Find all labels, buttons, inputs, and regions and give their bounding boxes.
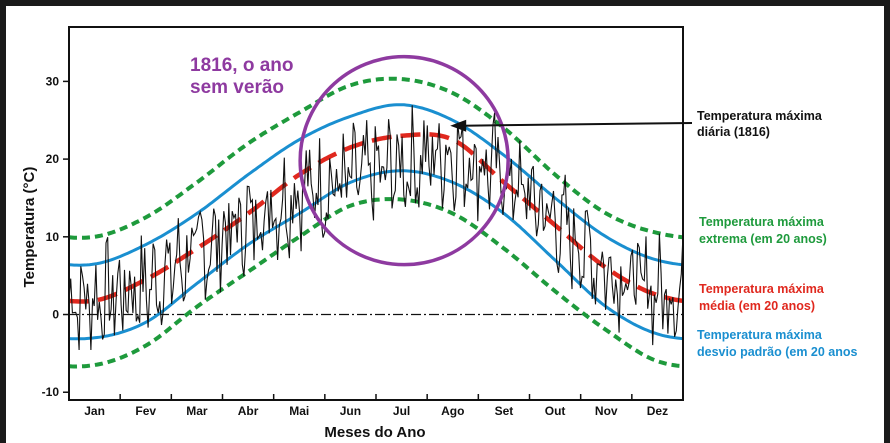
y-tick-label: 10 <box>46 230 60 244</box>
series-std-dev <box>68 103 684 267</box>
x-tick-label: Fev <box>135 404 156 418</box>
y-tick-label: 30 <box>46 74 60 88</box>
x-tick-label: Mar <box>186 404 208 418</box>
x-tick-label: Abr <box>238 404 259 418</box>
chart-title-line2: sem verão <box>190 77 284 98</box>
y-tick-label: 20 <box>46 152 60 166</box>
daily-label-line1: Temperatura máxima <box>697 109 823 123</box>
plot-border <box>68 26 684 401</box>
daily-label-line2: diária (1816) <box>697 125 770 139</box>
x-tick-label: Jul <box>393 404 410 418</box>
daily-arrow-line <box>462 122 693 127</box>
summer-highlight-circle <box>298 54 510 267</box>
series-daily-1816 <box>68 105 684 351</box>
x-tick-label: Dez <box>647 404 668 418</box>
sd-label-line2: desvio padrão (em 20 anos <box>697 345 858 359</box>
x-tick-label: Nov <box>595 404 618 418</box>
axes: -10 0 10 20 30 Jan Fev Mar Abr Mai Jun Jul Ago Set Out… <box>42 26 684 418</box>
mean-label-line1: Temperatura máxima <box>699 282 825 296</box>
series-extreme <box>68 76 684 240</box>
x-axis-title: Meses do Ano <box>324 424 425 441</box>
x-tick-label: Set <box>495 404 514 418</box>
series-mean <box>68 132 684 304</box>
daily-arrow-head <box>450 119 467 132</box>
y-tick-label: -10 <box>42 385 60 399</box>
y-axis-title: Temperatura (°C) <box>21 167 38 288</box>
plot-area <box>68 54 693 369</box>
extreme-label-line2: extrema (em 20 anos) <box>699 232 827 246</box>
x-tick-label: Out <box>545 404 566 418</box>
x-tick-label: Ago <box>441 404 464 418</box>
y-tick-label: 0 <box>52 308 59 322</box>
extreme-label-line1: Temperatura máxima <box>699 215 825 229</box>
series-extreme <box>68 197 684 369</box>
x-tick-label: Jun <box>340 404 361 418</box>
sd-label-line1: Temperatura máxima <box>697 328 823 342</box>
mean-label-line2: média (em 20 anos) <box>699 299 815 313</box>
chart-title-line1: 1816, o ano <box>190 55 294 76</box>
x-tick-label: Mai <box>289 404 309 418</box>
annotations: 1816, o ano sem verão Temperatura máxima… <box>190 55 858 359</box>
x-tick-label: Jan <box>84 404 105 418</box>
